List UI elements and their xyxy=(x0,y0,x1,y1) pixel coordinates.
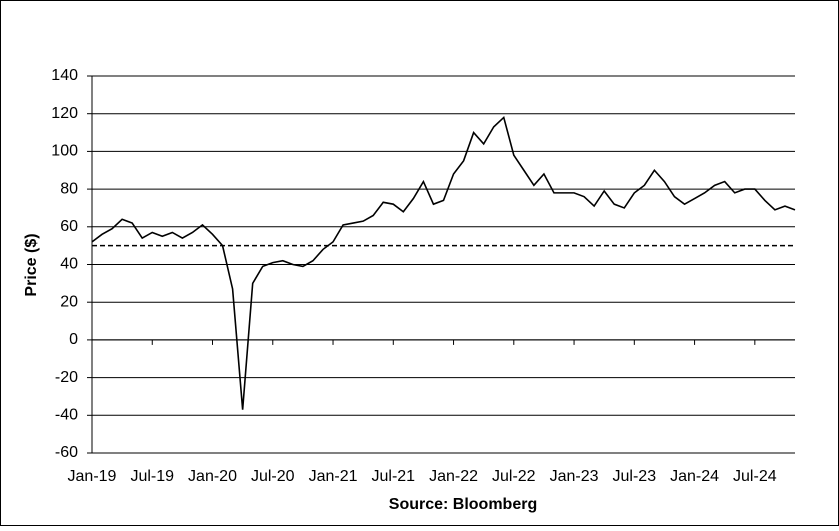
x-tick-label: Jul-23 xyxy=(613,468,657,485)
x-tick-label: Jan-20 xyxy=(188,468,237,485)
y-tick-label: -60 xyxy=(55,444,78,461)
x-tick-label: Jan-22 xyxy=(429,468,478,485)
y-tick-label: 20 xyxy=(60,293,78,310)
data-line xyxy=(91,115,796,410)
x-axis-title: Source: Bloomberg xyxy=(389,496,537,513)
x-tick-label: Jan-24 xyxy=(670,468,719,485)
y-axis-title: Price ($) xyxy=(23,233,40,296)
x-tick-label: Jul-20 xyxy=(251,468,295,485)
y-tick-label: 140 xyxy=(51,67,78,84)
y-tick-label: 40 xyxy=(60,256,78,273)
y-tick-label: 60 xyxy=(60,218,78,235)
x-tick-label: Jul-19 xyxy=(130,468,174,485)
y-tick-label: 80 xyxy=(60,180,78,197)
y-tick-label: 0 xyxy=(69,331,78,348)
y-tick-label: 120 xyxy=(51,105,78,122)
y-tick-label: -20 xyxy=(55,369,78,386)
x-tick-label: Jul-22 xyxy=(492,468,536,485)
x-tick-label: Jan-19 xyxy=(68,468,117,485)
x-tick-label: Jan-23 xyxy=(550,468,599,485)
x-tick-label: Jul-21 xyxy=(371,468,415,485)
x-tick-label: Jan-21 xyxy=(309,468,358,485)
y-tick-label: 100 xyxy=(51,143,78,160)
y-tick-label: -40 xyxy=(55,407,78,424)
x-tick-label: Jul-24 xyxy=(733,468,777,485)
